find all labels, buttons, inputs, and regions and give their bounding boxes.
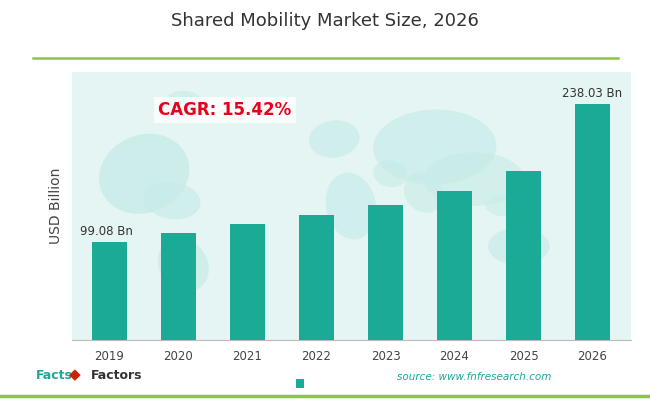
Ellipse shape [144, 182, 200, 219]
Text: 99.08 Bn: 99.08 Bn [79, 225, 133, 238]
Text: Factors: Factors [91, 369, 142, 382]
Bar [298, 215, 335, 340]
Bar [367, 204, 404, 340]
Ellipse shape [373, 160, 407, 187]
Text: ◆: ◆ [69, 367, 81, 382]
Ellipse shape [99, 134, 189, 214]
Ellipse shape [158, 238, 209, 292]
Text: 238.03 Bn: 238.03 Bn [562, 87, 623, 100]
Bar [161, 233, 196, 340]
Ellipse shape [373, 110, 497, 184]
Bar [92, 242, 127, 340]
Text: Facts: Facts [36, 369, 73, 382]
Ellipse shape [164, 91, 203, 118]
Ellipse shape [404, 172, 443, 213]
Bar [575, 104, 610, 340]
Text: Shared Mobility Market Size, 2026: Shared Mobility Market Size, 2026 [171, 12, 479, 30]
Bar [506, 171, 541, 340]
Text: CAGR: 15.42%: CAGR: 15.42% [158, 101, 291, 119]
Text: source: www.fnfresearch.com: source: www.fnfresearch.com [397, 372, 552, 382]
Ellipse shape [326, 172, 376, 240]
Bar [229, 224, 265, 340]
Bar [437, 191, 473, 340]
Ellipse shape [488, 228, 549, 265]
Ellipse shape [309, 120, 359, 158]
Y-axis label: USD Billion: USD Billion [49, 168, 63, 244]
Ellipse shape [424, 152, 525, 206]
Ellipse shape [485, 195, 530, 217]
